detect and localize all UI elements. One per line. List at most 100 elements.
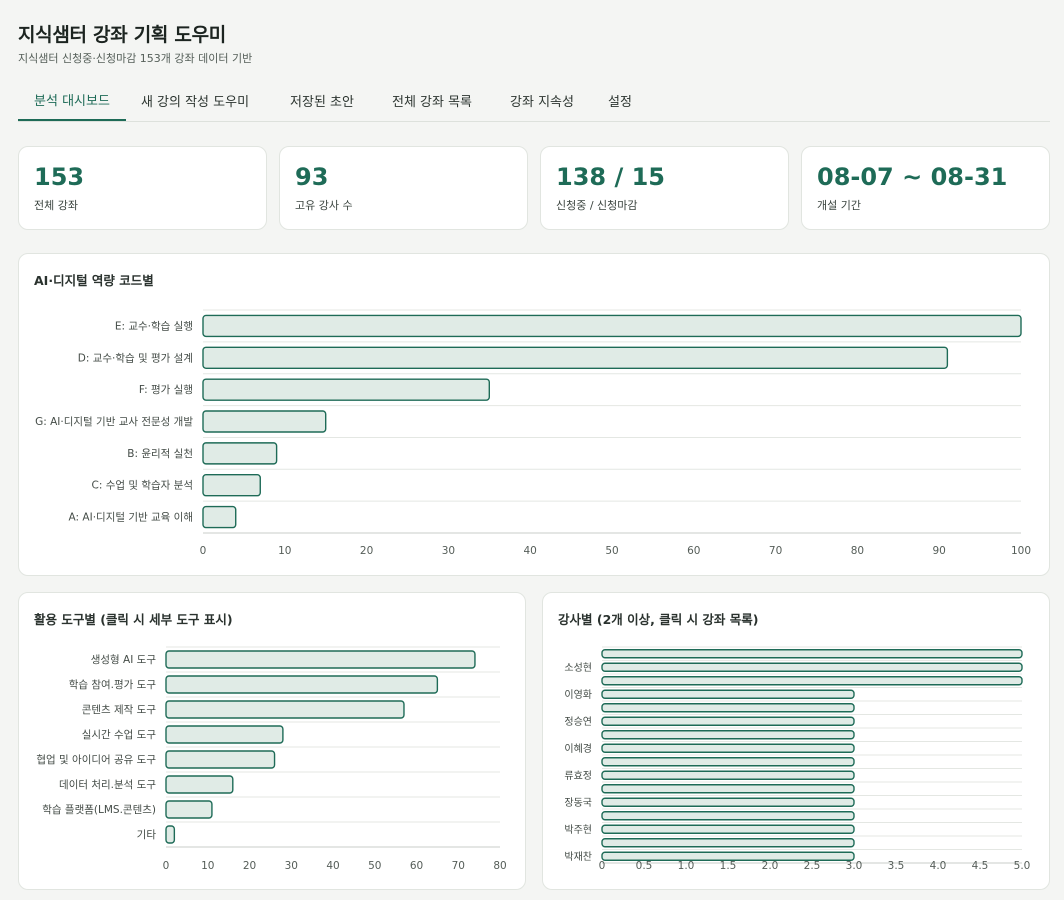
category-label: C: 수업 및 학습자 분석 (92, 479, 194, 492)
bar (601, 730, 855, 740)
bar (202, 505, 237, 529)
x-tick-label: 90 (933, 545, 946, 557)
x-tick-label: 3.5 (888, 860, 905, 872)
tab-dashboard[interactable]: 분석 대시보드 (18, 80, 126, 121)
x-tick-label: 40 (326, 860, 339, 872)
category-label: 이영화 (564, 689, 592, 701)
bar (165, 725, 284, 744)
x-tick-label: 2.0 (762, 860, 779, 872)
stat-value: 153 (34, 163, 85, 191)
x-tick-label: 0 (599, 860, 606, 872)
category-label: 소성현 (564, 662, 592, 674)
chart-card-competency: AI·디지털 역량 코드별 E: 교수·학습 실행 D: 교수·학습 및 평가 설… (18, 253, 1050, 576)
category-label: 장동국 (564, 797, 592, 809)
bar (165, 650, 476, 669)
bar (601, 784, 855, 794)
category-label: 이혜경 (564, 742, 592, 755)
category-label: 콘텐츠 제작 도구 (82, 704, 157, 716)
bar (202, 442, 278, 465)
tab-bar: 분석 대시보드 새 강의 작성 도우미 저장된 초안 전체 강좌 목록 강좌 지… (18, 80, 1050, 122)
bar (601, 703, 855, 713)
chart-title: AI·디지털 역량 코드별 (34, 273, 154, 288)
tab-new-lecture-helper[interactable]: 새 강의 작성 도우미 (140, 95, 250, 110)
bar (601, 757, 855, 767)
x-tick-label: 2.5 (804, 860, 821, 872)
bar (601, 851, 855, 861)
stat-label: 개설 기간 (817, 199, 861, 212)
category-label: 박주현 (564, 824, 592, 836)
bar (601, 824, 855, 834)
category-label: B: 윤리적 실천 (127, 448, 193, 460)
category-label: A: AI·디지털 기반 교육 이해 (69, 511, 193, 524)
x-tick-label: 40 (524, 545, 537, 557)
x-tick-label: 1.5 (720, 860, 737, 872)
tab-settings[interactable]: 설정 (608, 95, 632, 110)
category-label: 학습 참여.평가 도구 (69, 679, 157, 691)
category-label: 류효정 (564, 770, 592, 782)
bar (601, 838, 855, 848)
competency-bar-chart: E: 교수·학습 실행 D: 교수·학습 및 평가 설계 F: 평가 실행 G: AI… (35, 309, 1031, 557)
bar (601, 811, 855, 821)
bar (165, 825, 176, 844)
page-title: 지식샘터 강좌 기획 도우미 (18, 24, 226, 46)
category-label: E: 교수·학습 실행 (115, 320, 193, 332)
category-label: 박재찬 (564, 851, 592, 863)
stat-card-unique-instructors: 93 고유 강사 수 (279, 146, 528, 230)
bar (202, 314, 1022, 338)
bar (601, 689, 855, 699)
tab-all-courses[interactable]: 전체 강좌 목록 (391, 95, 473, 110)
bar (165, 750, 276, 769)
tab-course-continuity[interactable]: 강좌 지속성 (510, 95, 574, 110)
stat-label: 전체 강좌 (34, 199, 78, 212)
x-tick-label: 1.0 (678, 860, 695, 872)
stat-value: 08-07 ~ 08-31 (817, 163, 1008, 191)
bar (601, 662, 1023, 672)
x-tick-label: 0 (200, 545, 207, 557)
category-label: 협업 및 아이디어 공유 도구 (36, 753, 156, 766)
category-label: 정승연 (564, 716, 592, 728)
x-tick-label: 10 (201, 860, 214, 872)
x-tick-label: 0 (163, 860, 170, 872)
x-tick-label: 100 (1011, 545, 1031, 557)
tab-saved-drafts[interactable]: 저장된 초안 (290, 95, 354, 110)
x-tick-label: 4.0 (930, 860, 947, 872)
page-subtitle: 지식샘터 신청중·신청마감 153개 강좌 데이터 기반 (18, 52, 253, 65)
x-tick-label: 30 (442, 545, 455, 557)
x-tick-label: 80 (493, 860, 506, 872)
x-tick-label: 10 (278, 545, 291, 557)
chart-title: 강사별 (2개 이상, 클릭 시 강좌 목록) (558, 612, 759, 627)
stat-card-total-courses: 153 전체 강좌 (18, 146, 267, 230)
bar (165, 775, 234, 794)
page-header: 지식샘터 강좌 기획 도우미 지식샘터 신청중·신청마감 153개 강좌 데이터… (18, 20, 252, 66)
bar (202, 474, 261, 497)
category-label: 실시간 수업 도구 (82, 728, 157, 741)
bar (202, 378, 490, 401)
x-tick-label: 3.0 (846, 860, 863, 872)
x-tick-label: 4.5 (972, 860, 989, 872)
x-tick-label: 30 (285, 860, 298, 872)
bar (601, 743, 855, 753)
x-tick-label: 50 (605, 545, 618, 557)
x-tick-label: 70 (452, 860, 465, 872)
x-tick-label: 60 (410, 860, 423, 872)
stat-card-period: 08-07 ~ 08-31 개설 기간 (801, 146, 1050, 230)
x-tick-label: 80 (851, 545, 864, 557)
x-tick-label: 0.5 (636, 860, 653, 872)
category-label: G: AI·디지털 기반 교사 전문성 개발 (35, 416, 193, 428)
bar (601, 676, 1023, 686)
x-tick-label: 50 (368, 860, 381, 872)
bar (165, 800, 213, 819)
x-tick-label: 60 (687, 545, 700, 557)
stat-label: 고유 강사 수 (295, 199, 353, 212)
bar (601, 797, 855, 807)
bar (601, 716, 855, 726)
stat-card-status: 138 / 15 신청중 / 신청마감 (540, 146, 789, 230)
stat-label: 신청중 / 신청마감 (556, 199, 638, 212)
x-tick-label: 5.0 (1014, 860, 1031, 872)
bar (202, 346, 949, 369)
category-label: 학습 플랫폼(LMS.콘텐츠) (42, 804, 156, 816)
bar (202, 410, 327, 433)
x-tick-label: 20 (360, 545, 373, 557)
